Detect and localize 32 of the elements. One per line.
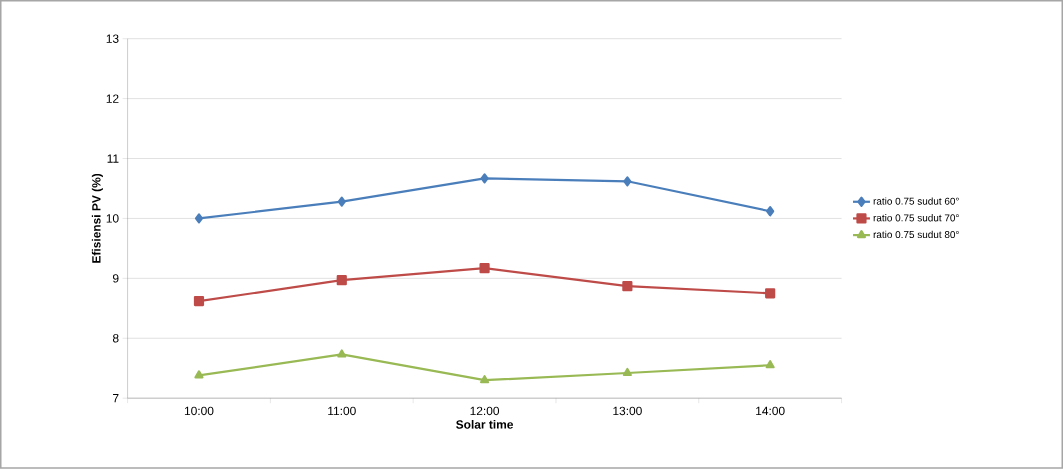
x-tick-label: 10:00	[184, 406, 214, 416]
point	[193, 296, 205, 307]
x-tick-label: 14:00	[756, 406, 785, 416]
point	[194, 370, 204, 379]
legend-label: ratio 0.75 sudut 70°	[873, 214, 959, 222]
point	[480, 173, 489, 184]
y-tick-label: 9	[112, 274, 119, 283]
point	[337, 196, 346, 207]
point	[480, 375, 490, 384]
point	[194, 213, 204, 224]
legend-label: ratio 0.75 sudut 60°	[873, 197, 959, 205]
point	[765, 360, 775, 369]
x-axis-title: Solar time	[456, 420, 514, 429]
point	[765, 288, 776, 299]
y-tick-label: 12	[106, 94, 119, 103]
y-tick-label: 10	[106, 214, 119, 223]
point	[622, 368, 632, 377]
y-axis-title: Efisiensi PV (%)	[91, 174, 103, 263]
point	[623, 176, 632, 187]
y-tick-label: 7	[113, 394, 119, 403]
point	[336, 275, 347, 286]
x-tick-label: 11:00	[328, 406, 356, 416]
point	[622, 281, 633, 292]
y-tick-label: 13	[106, 34, 119, 43]
y-tick-label: 11	[107, 154, 119, 163]
x-tick-label: 12:00	[470, 406, 500, 416]
point	[337, 349, 347, 358]
legend-label: ratio 0.75 sudut 80°	[873, 230, 959, 239]
point	[766, 206, 775, 217]
point	[479, 263, 490, 274]
x-tick-label: 13:00	[613, 406, 642, 416]
y-tick-label: 8	[112, 334, 119, 343]
